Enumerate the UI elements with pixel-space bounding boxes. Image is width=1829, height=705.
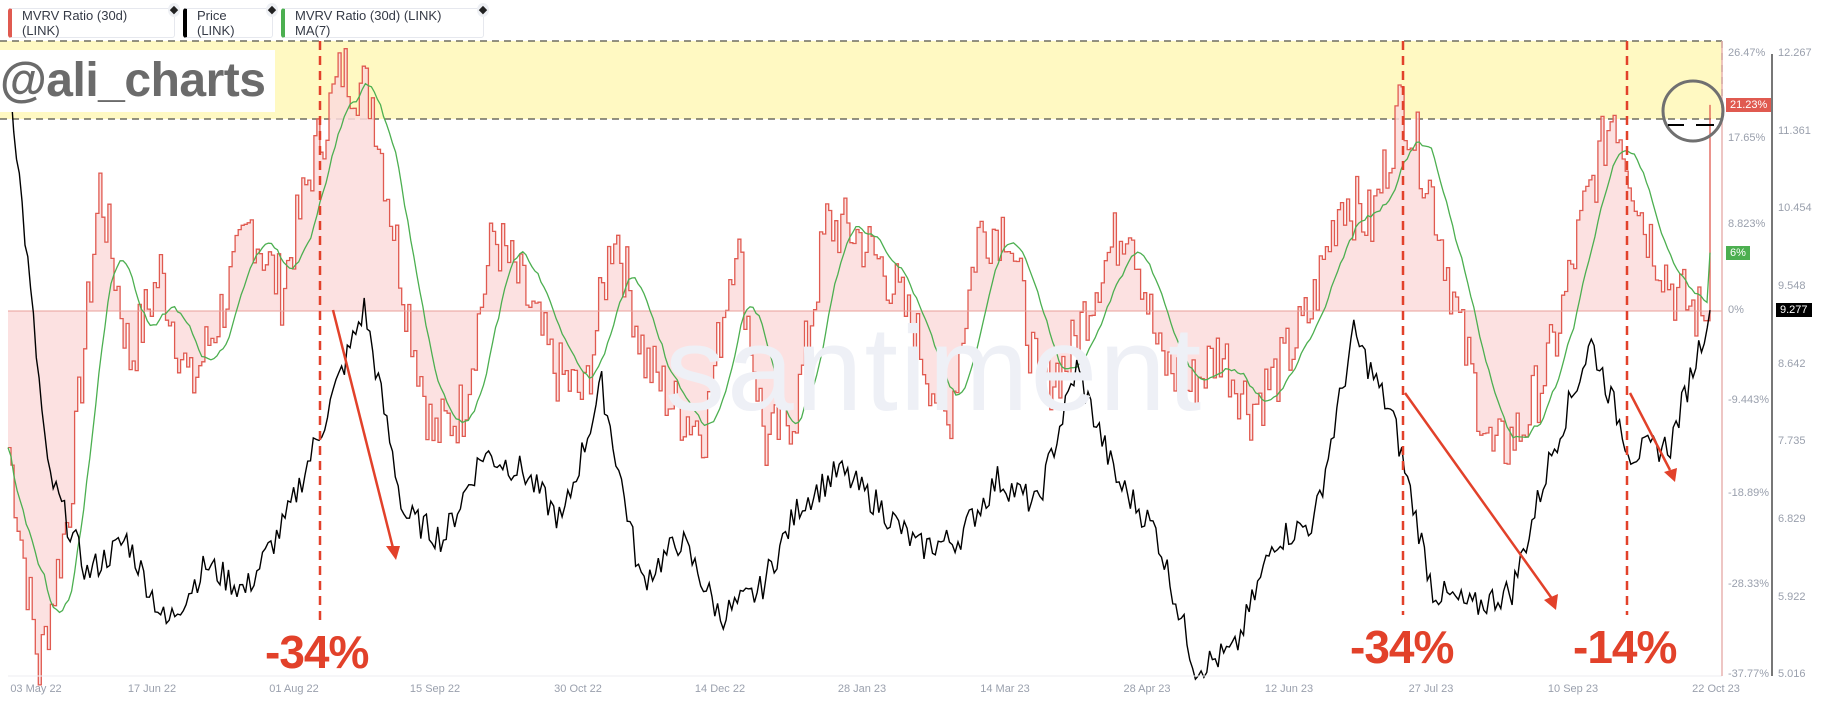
santiment-watermark: santiment	[665, 302, 1204, 436]
drop-label-3: -14%	[1573, 621, 1677, 673]
y-right-tick: 5.922	[1778, 591, 1806, 603]
legend-label: MVRV Ratio (30d) (LINK)	[22, 8, 128, 38]
overbought-zone	[0, 41, 1722, 119]
y-left-tick: -28.33%	[1728, 578, 1769, 590]
ethereum-icon: ◆	[477, 3, 489, 17]
legend: MVRV Ratio (30d) (LINK) ◆ Price (LINK) ◆…	[8, 3, 489, 38]
price-series	[7, 67, 1711, 681]
x-tick: 28 Jan 23	[837, 683, 887, 695]
y-left-tick: 26.47%	[1728, 47, 1766, 59]
drop-marker-1	[318, 41, 400, 620]
x-tick: 22 Oct 23	[1692, 683, 1740, 695]
x-tick: 01 Aug 22	[269, 683, 319, 695]
mvrv-series	[8, 48, 1711, 686]
legend-item-mvrv[interactable]: MVRV Ratio (30d) (LINK) ◆	[8, 3, 180, 38]
y-right-tick: 12.267	[1778, 47, 1812, 59]
legend-label: Price (LINK)	[197, 8, 235, 38]
y-right-tick: 11.361	[1778, 125, 1811, 137]
legend-label: MVRV Ratio (30d) (LINK) MA(7)	[295, 8, 442, 38]
x-tick: 12 Jun 23	[1264, 683, 1314, 695]
price-current-badge: 9.277	[1776, 303, 1812, 317]
drop-label-1: -34%	[265, 626, 369, 678]
drop-marker-3	[1625, 41, 1677, 615]
y-right-tick: 9.548	[1778, 280, 1806, 292]
y-right-tick: 6.829	[1778, 513, 1806, 525]
x-tick: 17 Jun 22	[127, 683, 177, 695]
ethereum-icon: ◆	[168, 3, 180, 17]
mvrv-ma-series	[7, 82, 1711, 614]
x-tick: 03 May 22	[10, 683, 62, 695]
y-left-tick: -37.77%	[1728, 668, 1769, 680]
x-tick: 30 Oct 22	[554, 683, 602, 695]
author-watermark: @ali_charts	[0, 50, 275, 112]
y-right-tick: 5.016	[1778, 668, 1806, 680]
ma-current-badge: 6%	[1726, 246, 1750, 260]
y-left-tick: -9.443%	[1728, 394, 1769, 406]
y-left-tick: 8.823%	[1728, 218, 1766, 230]
drop-marker-2	[1401, 41, 1558, 615]
ethereum-icon: ◆	[266, 3, 278, 17]
y-left-tick: 0%	[1728, 304, 1744, 316]
x-tick: 14 Dec 22	[694, 683, 746, 695]
drop-label-2: -34%	[1350, 621, 1454, 673]
y-left-tick: 17.65%	[1728, 132, 1766, 144]
x-tick: 10 Sep 23	[1547, 683, 1599, 695]
legend-item-mvrv-ma[interactable]: MVRV Ratio (30d) (LINK) MA(7) ◆	[281, 3, 489, 38]
y-right-tick: 8.642	[1778, 358, 1806, 370]
x-tick: 27 Jul 23	[1408, 683, 1454, 695]
x-tick: 28 Apr 23	[1123, 683, 1171, 695]
x-tick: 15 Sep 22	[409, 683, 461, 695]
mvrv-current-badge: 21.23%	[1726, 98, 1772, 112]
y-right-tick: 10.454	[1778, 202, 1812, 214]
current-value-circle	[1661, 79, 1725, 143]
x-tick: 14 Mar 23	[980, 683, 1030, 695]
y-right-tick: 7.735	[1778, 435, 1806, 447]
y-left-tick: -18.89%	[1728, 487, 1769, 499]
legend-item-price[interactable]: Price (LINK) ◆	[183, 3, 278, 38]
